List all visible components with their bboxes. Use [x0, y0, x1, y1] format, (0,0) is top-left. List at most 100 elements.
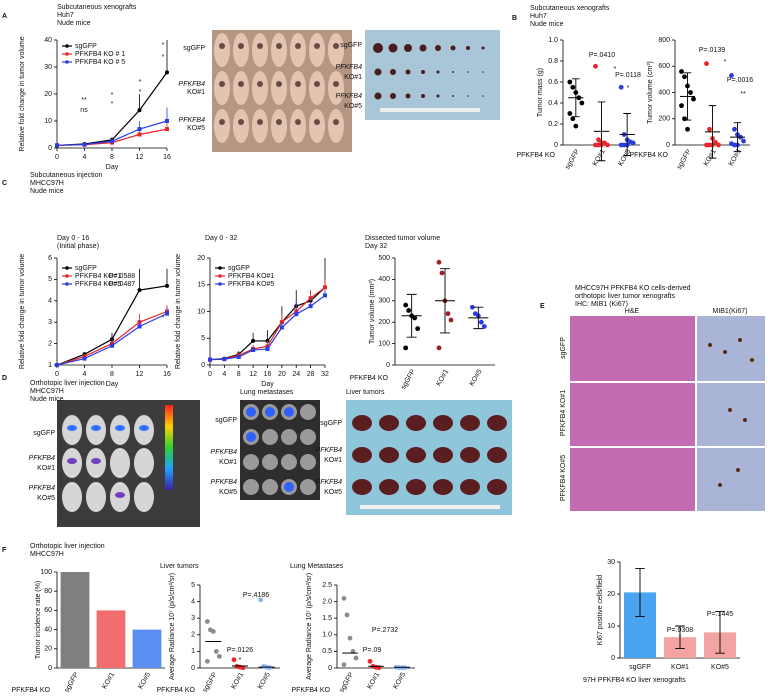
- caption: Day 0 - 32: [205, 235, 237, 242]
- point: [204, 619, 210, 624]
- tumor: [435, 45, 441, 51]
- point: [729, 73, 734, 78]
- well: [300, 479, 316, 495]
- caption: Huh7: [530, 13, 547, 20]
- error-bar: [406, 293, 417, 338]
- mouse: [252, 33, 268, 67]
- tumor: [276, 119, 282, 125]
- caption: Lung metastases: [240, 389, 294, 396]
- panel-letter: B: [512, 15, 517, 22]
- divider: [570, 381, 765, 383]
- annotation: *: [139, 89, 142, 96]
- y-tick-label: 0: [191, 665, 195, 672]
- y-tick-label: 0: [611, 655, 615, 662]
- tumor: [295, 81, 301, 87]
- group-label: PFKFB4 KO: [11, 687, 50, 694]
- point: [685, 126, 690, 132]
- x-tick-label: 12: [136, 371, 144, 378]
- y-tick-label: 60: [44, 607, 52, 614]
- liver: [406, 415, 426, 431]
- point: [691, 96, 696, 102]
- tumor: [238, 119, 244, 125]
- caption: KO#1: [324, 457, 342, 464]
- point: [403, 345, 409, 351]
- caption: Subcutaneous xenografts: [57, 4, 137, 11]
- marker: [137, 288, 142, 293]
- x-tick-label: KO#5: [711, 664, 729, 671]
- bar: [132, 629, 162, 668]
- x-tick-label: KO#5: [257, 671, 272, 690]
- caption: KO#5: [219, 489, 237, 496]
- annotation: P=.2732: [372, 627, 398, 634]
- annotation: P=.0487: [109, 281, 135, 288]
- y-tick-label: 600: [658, 63, 670, 70]
- marker: [294, 312, 299, 317]
- annotation: P=.0410: [589, 52, 615, 59]
- y-tick-label: 2.5: [322, 582, 332, 589]
- caption: sgGFP: [340, 42, 362, 49]
- point: [618, 84, 624, 90]
- y-tick-label: 4: [191, 598, 195, 605]
- mouse: [271, 71, 287, 105]
- error-bar: [635, 567, 645, 617]
- y-tick-label: 0: [328, 665, 332, 672]
- caption: Day 32: [365, 243, 387, 250]
- point: [573, 123, 579, 129]
- caption: PFKFB4: [316, 447, 343, 454]
- point: [682, 74, 687, 80]
- tumor: [314, 81, 320, 87]
- y-tick-label: 10: [607, 623, 615, 630]
- liver: [487, 479, 507, 495]
- y-tick-label: 1.0: [322, 632, 332, 639]
- marker: [55, 143, 59, 148]
- annotation: *: [627, 85, 630, 92]
- annotation: P=.0139: [699, 47, 725, 54]
- tumor: [314, 119, 320, 125]
- tumor: [314, 43, 320, 49]
- signal: [246, 407, 256, 417]
- tumor: [276, 43, 282, 49]
- y-tick-label: 400: [658, 89, 670, 96]
- legend-label: PFKFB4 KO#1: [75, 273, 121, 280]
- liver: [352, 479, 372, 495]
- annotation: *: [162, 42, 165, 49]
- point: [436, 259, 442, 265]
- series-line: [56, 72, 168, 146]
- y-axis-label: Tumor mass (g): [537, 68, 544, 117]
- y-tick-label: 0: [48, 145, 52, 152]
- annotation: ns: [80, 107, 88, 114]
- caption: MHCC97H: [30, 180, 64, 187]
- point: [570, 84, 576, 90]
- x-tick-label: KO#1: [101, 671, 116, 690]
- mouse: [290, 109, 306, 143]
- legend-label: sgGFP: [75, 43, 97, 50]
- tumor: [482, 95, 484, 97]
- marker: [323, 285, 327, 290]
- ki67-cell: [728, 408, 732, 412]
- annotation: *: [239, 657, 242, 664]
- x-tick-label: 0: [55, 154, 59, 161]
- group-label: PFKFB4 KO: [629, 152, 668, 159]
- annotation: *: [111, 101, 114, 108]
- mouse: [134, 448, 154, 478]
- marker: [110, 343, 114, 348]
- tumor: [482, 71, 484, 73]
- mouse: [290, 33, 306, 67]
- y-axis-label: Relative fold change in tumor volume: [175, 254, 182, 369]
- panel-letter: D: [2, 375, 7, 382]
- liver: [487, 415, 507, 431]
- annotation: *: [111, 92, 114, 99]
- x-tick-label: sgGFP: [676, 148, 693, 171]
- marker: [82, 356, 87, 361]
- y-tick-label: 5: [201, 335, 205, 342]
- annotation: *: [614, 66, 617, 73]
- error-bar: [440, 268, 450, 334]
- annotation: P=.4186: [243, 592, 269, 599]
- x-tick-label: sgGFP: [629, 664, 651, 671]
- well: [300, 404, 316, 420]
- error-bar: [473, 306, 484, 330]
- caption: MHCC97H: [30, 551, 64, 558]
- x-tick-label: sgGFP: [564, 148, 581, 171]
- point: [707, 126, 712, 132]
- tumor: [390, 93, 396, 99]
